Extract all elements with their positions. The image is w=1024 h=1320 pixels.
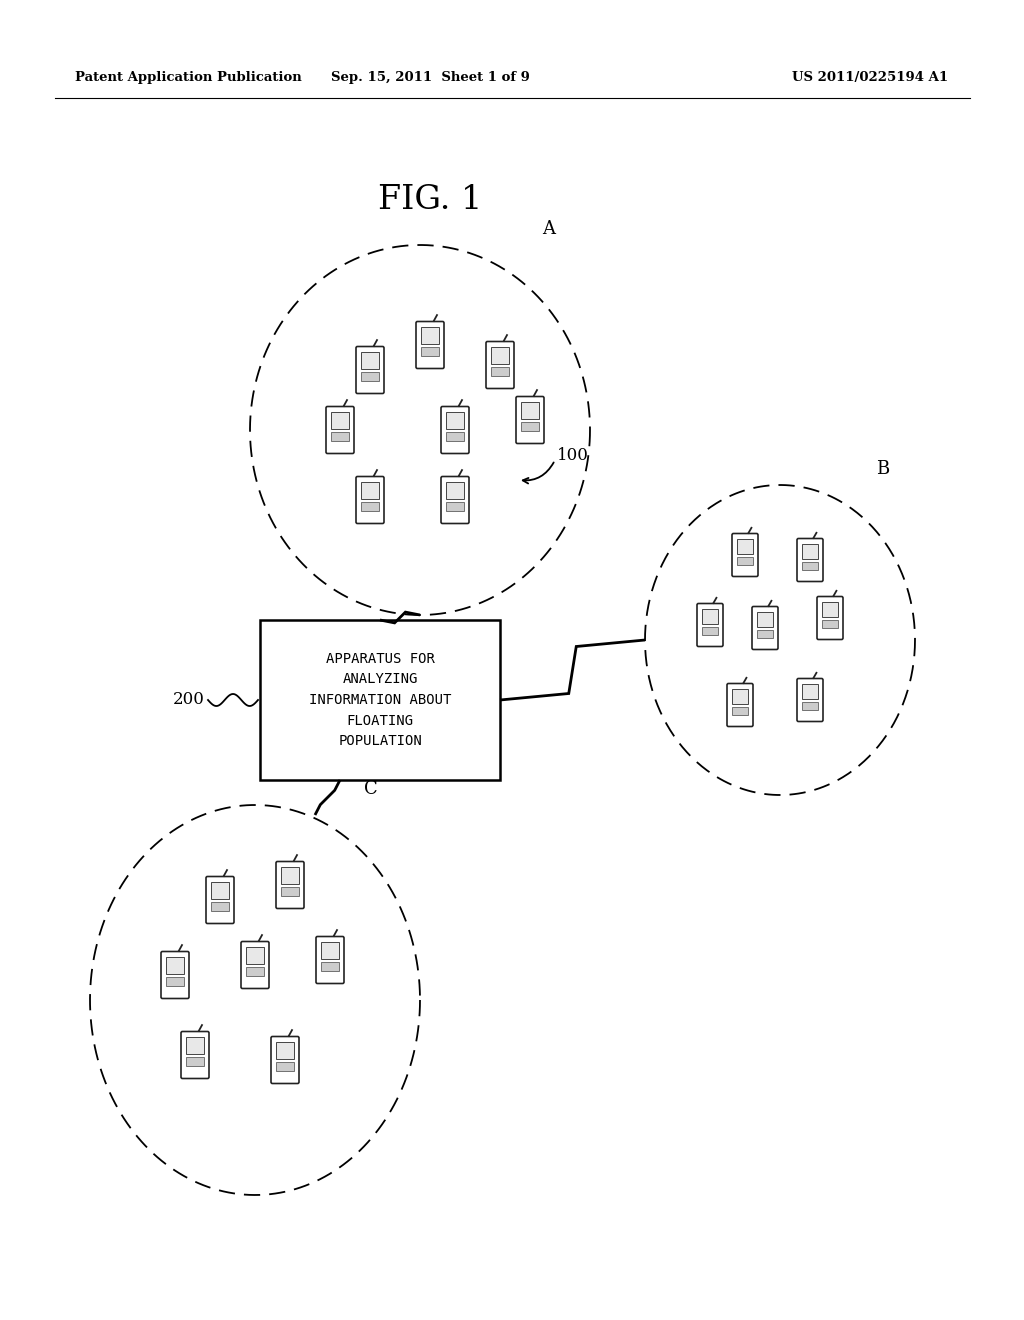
Bar xyxy=(732,706,749,714)
Bar xyxy=(331,412,349,429)
Bar xyxy=(211,902,229,911)
FancyBboxPatch shape xyxy=(206,876,234,924)
Bar xyxy=(276,1061,294,1071)
Bar xyxy=(276,1043,294,1059)
FancyBboxPatch shape xyxy=(441,477,469,524)
FancyBboxPatch shape xyxy=(416,322,444,368)
Bar xyxy=(802,561,818,570)
FancyBboxPatch shape xyxy=(516,396,544,444)
Bar xyxy=(521,403,539,420)
FancyBboxPatch shape xyxy=(817,597,843,639)
Text: B: B xyxy=(876,459,889,478)
Bar xyxy=(321,942,339,960)
Bar xyxy=(736,557,754,565)
FancyBboxPatch shape xyxy=(727,684,753,726)
Bar xyxy=(490,347,509,364)
Bar xyxy=(260,620,500,780)
Bar xyxy=(361,482,379,499)
Bar xyxy=(281,887,299,895)
FancyBboxPatch shape xyxy=(161,952,189,998)
Bar xyxy=(186,1038,204,1055)
Bar xyxy=(821,619,839,627)
Bar xyxy=(821,602,839,618)
Bar xyxy=(736,539,754,554)
Bar xyxy=(446,432,464,441)
Bar xyxy=(186,1057,204,1065)
FancyBboxPatch shape xyxy=(697,603,723,647)
FancyBboxPatch shape xyxy=(797,678,823,722)
Bar xyxy=(246,948,264,964)
Text: 100: 100 xyxy=(557,446,589,463)
Text: APPARATUS FOR
ANALYZING
INFORMATION ABOUT
FLOATING
POPULATION: APPARATUS FOR ANALYZING INFORMATION ABOU… xyxy=(309,652,452,748)
FancyBboxPatch shape xyxy=(181,1031,209,1078)
Text: FIG. 1: FIG. 1 xyxy=(378,183,482,216)
Bar xyxy=(802,544,818,560)
Text: C: C xyxy=(364,780,378,799)
Bar xyxy=(421,347,439,355)
Bar xyxy=(802,702,818,710)
Bar xyxy=(421,327,439,345)
Bar xyxy=(757,630,773,638)
Bar xyxy=(321,962,339,970)
Bar xyxy=(701,609,718,624)
Bar xyxy=(281,867,299,884)
FancyBboxPatch shape xyxy=(356,346,384,393)
Bar xyxy=(446,482,464,499)
Bar xyxy=(732,689,749,704)
Bar xyxy=(361,352,379,370)
FancyBboxPatch shape xyxy=(732,533,758,577)
Bar xyxy=(166,977,184,986)
Bar xyxy=(246,966,264,975)
Bar xyxy=(490,367,509,376)
Bar xyxy=(446,502,464,511)
FancyBboxPatch shape xyxy=(326,407,354,454)
FancyBboxPatch shape xyxy=(276,862,304,908)
FancyBboxPatch shape xyxy=(441,407,469,454)
Bar xyxy=(361,502,379,511)
FancyBboxPatch shape xyxy=(752,606,778,649)
Text: US 2011/0225194 A1: US 2011/0225194 A1 xyxy=(792,71,948,84)
FancyBboxPatch shape xyxy=(316,936,344,983)
Bar xyxy=(331,432,349,441)
FancyBboxPatch shape xyxy=(797,539,823,582)
Text: Patent Application Publication: Patent Application Publication xyxy=(75,71,302,84)
Bar xyxy=(802,684,818,700)
FancyBboxPatch shape xyxy=(356,477,384,524)
Bar xyxy=(211,882,229,899)
FancyBboxPatch shape xyxy=(241,941,269,989)
Text: A: A xyxy=(542,220,555,238)
Text: Sep. 15, 2011  Sheet 1 of 9: Sep. 15, 2011 Sheet 1 of 9 xyxy=(331,71,529,84)
Bar xyxy=(701,627,718,635)
FancyBboxPatch shape xyxy=(486,342,514,388)
Bar xyxy=(166,957,184,974)
Bar xyxy=(446,412,464,429)
Bar xyxy=(521,422,539,430)
Bar xyxy=(757,612,773,627)
Bar xyxy=(361,372,379,380)
Text: 200: 200 xyxy=(173,692,205,709)
FancyBboxPatch shape xyxy=(271,1036,299,1084)
